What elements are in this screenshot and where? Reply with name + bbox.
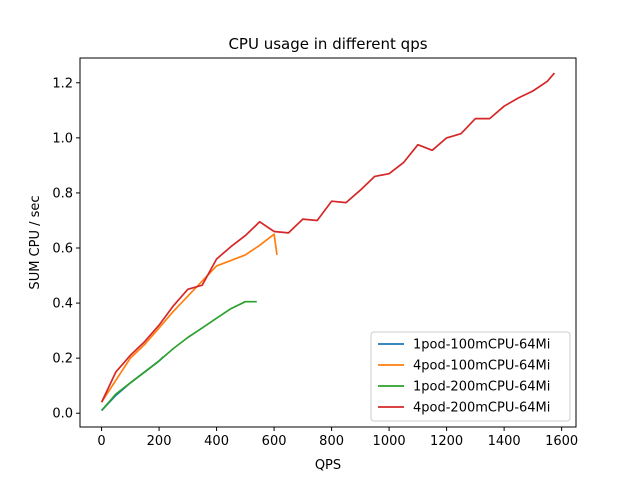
- y-tick-label: 1.2: [52, 76, 73, 91]
- legend-entry-label: 1pod-100mCPU-64Mi: [413, 338, 550, 353]
- x-tick-label: 1200: [430, 434, 463, 449]
- y-tick-label: 0.0: [52, 407, 73, 422]
- legend-box: [370, 331, 571, 422]
- y-tick-label: 0.4: [52, 297, 73, 312]
- chart-title: CPU usage in different qps: [228, 35, 427, 53]
- x-axis-label: QPS: [315, 458, 341, 473]
- y-tick-label: 0.6: [52, 242, 73, 257]
- legend-entry-label: 1pod-200mCPU-64Mi: [413, 380, 550, 395]
- legend-entry-label: 4pod-200mCPU-64Mi: [413, 401, 550, 416]
- y-tick-label: 0.2: [52, 352, 73, 367]
- x-tick-label: 0: [97, 434, 105, 449]
- x-tick-label: 1000: [373, 434, 406, 449]
- x-tick-label: 200: [147, 434, 172, 449]
- series-line-4pod-100mCPU-64Mi: [100, 233, 278, 403]
- x-tick-label: 1400: [488, 434, 521, 449]
- y-tick-label: 0.8: [52, 186, 73, 201]
- series-line-1pod-200mCPU-64Mi: [100, 300, 257, 412]
- axes-frame: [79, 57, 577, 428]
- x-tick-label: 400: [204, 434, 229, 449]
- x-tick-label: 1600: [545, 434, 578, 449]
- y-tick-label: 1.0: [52, 131, 73, 146]
- x-tick-label: 600: [262, 434, 287, 449]
- y-axis-label: SUM CPU / sec: [28, 195, 43, 289]
- legend: 1pod-100mCPU-64Mi 4pod-100mCPU-64Mi 1pod-2…: [370, 331, 571, 422]
- x-axis-ticks: 0 200 400 600 800 1000 1200 1400 1600: [97, 427, 578, 449]
- x-tick-label: 800: [319, 434, 344, 449]
- legend-entry-label: 4pod-100mCPU-64Mi: [413, 359, 550, 374]
- plot-lines: [100, 72, 556, 412]
- series-line-4pod-200mCPU-64Mi: [100, 72, 556, 403]
- y-axis-ticks: 0.0 0.2 0.4 0.6 0.8 1.0 1.2: [52, 76, 80, 422]
